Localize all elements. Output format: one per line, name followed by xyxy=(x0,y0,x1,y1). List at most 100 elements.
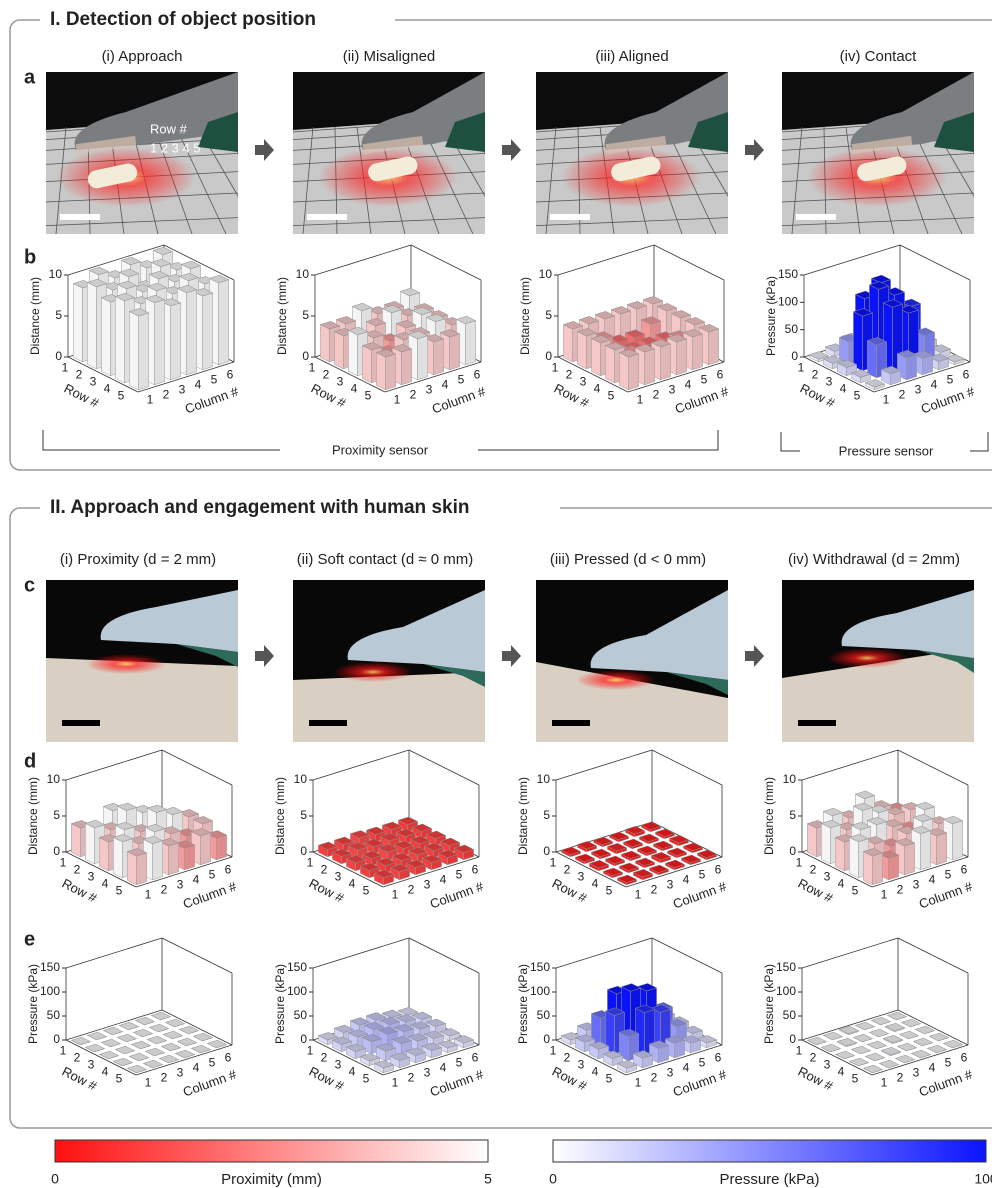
column-tick-label: 2 xyxy=(897,883,904,897)
z-tick-label: 150 xyxy=(776,960,796,974)
row-tick-label: 2 xyxy=(564,1051,571,1065)
z-axis-label: Distance (mm) xyxy=(518,277,532,355)
z-tick-label: 150 xyxy=(778,267,798,281)
bar-side xyxy=(334,332,343,369)
arrow xyxy=(745,139,764,161)
caption: (ii) Soft contact (d ≈ 0 mm) xyxy=(297,551,474,568)
box-edge xyxy=(898,1010,968,1045)
scale-bar xyxy=(309,720,347,726)
photo xyxy=(293,580,485,742)
photo-text: Row # xyxy=(150,121,188,136)
bar-side xyxy=(348,330,357,375)
caption: (iii) Pressed (d < 0 mm) xyxy=(550,551,706,568)
row-tick-label: 1 xyxy=(550,1044,557,1058)
panel-label: d xyxy=(24,750,36,772)
column-axis xyxy=(136,1045,232,1075)
bar-top xyxy=(855,1022,874,1030)
z-tick-label: 100 xyxy=(778,295,798,309)
bar-top xyxy=(179,1026,198,1034)
column-axis-label: Column # xyxy=(917,878,975,911)
row-tick-label: 5 xyxy=(854,389,861,403)
column-tick-label: 4 xyxy=(929,1061,936,1075)
bar-top xyxy=(175,1050,194,1058)
bar-top xyxy=(115,1046,134,1054)
bar-top xyxy=(927,1045,946,1053)
row-tick-label: 1 xyxy=(550,856,557,870)
column-tick-label: 4 xyxy=(685,378,692,392)
row-tick-label: 1 xyxy=(798,361,805,375)
column-tick-label: 1 xyxy=(635,1076,642,1090)
bar-top xyxy=(161,1043,180,1051)
column-tick-label: 5 xyxy=(458,373,465,387)
colorbar-min: 0 xyxy=(549,1171,557,1187)
column-tick-label: 1 xyxy=(394,393,401,407)
row-tick-label: 4 xyxy=(592,1065,599,1079)
box-edge xyxy=(556,938,652,968)
row-tick-label: 1 xyxy=(309,361,316,375)
column-tick-label: 3 xyxy=(426,383,433,397)
box-edge xyxy=(898,750,968,785)
panel-label: e xyxy=(24,928,35,950)
box-edge xyxy=(652,750,722,785)
column-tick-label: 3 xyxy=(424,1066,431,1080)
z-tick-label: 100 xyxy=(530,984,550,998)
column-tick-label: 4 xyxy=(931,378,938,392)
row-tick-label: 4 xyxy=(838,1065,845,1079)
box-edge xyxy=(162,1010,232,1045)
z-tick-label: 50 xyxy=(47,1008,61,1022)
caption: (i) Proximity (d = 2 mm) xyxy=(60,551,216,568)
row-tick-label: 4 xyxy=(102,877,109,891)
column-axis-label: Column # xyxy=(430,383,488,416)
row-tick-label: 1 xyxy=(552,361,559,375)
bar-side xyxy=(563,325,572,362)
colorbar-max: 100 xyxy=(974,1171,992,1187)
row-tick-label: 3 xyxy=(88,1058,95,1072)
column-tick-label: 6 xyxy=(472,863,479,877)
bar-side xyxy=(465,321,475,365)
column-tick-label: 6 xyxy=(227,368,234,382)
box-edge xyxy=(411,245,481,280)
z-tick-label: 5 xyxy=(300,808,307,822)
grid-line xyxy=(758,127,780,234)
z-tick-label: 100 xyxy=(287,984,307,998)
box-edge xyxy=(162,750,232,785)
row-tick-label: 5 xyxy=(608,389,615,403)
group-label: Pressure sensor xyxy=(839,443,934,458)
bar-top xyxy=(99,1051,118,1059)
panel-label: a xyxy=(24,66,36,88)
bar-side xyxy=(113,837,122,877)
column-tick-label: 2 xyxy=(651,883,658,897)
column-tick-label: 1 xyxy=(637,393,644,407)
caption: (ii) Misaligned xyxy=(343,48,436,65)
z-tick-label: 5 xyxy=(55,308,62,322)
column-tick-label: 5 xyxy=(209,1056,216,1070)
row-tick-label: 2 xyxy=(810,863,817,877)
row-tick-label: 5 xyxy=(365,389,372,403)
arrow xyxy=(255,139,274,161)
caption: (iv) Contact xyxy=(840,48,918,65)
column-tick-label: 6 xyxy=(715,1051,722,1065)
z-axis-label: Pressure (kPa) xyxy=(764,276,778,356)
column-tick-label: 2 xyxy=(161,883,168,897)
row-tick-label: 2 xyxy=(323,368,330,382)
column-tick-label: 3 xyxy=(913,878,920,892)
column-tick-label: 6 xyxy=(717,368,724,382)
bar-top xyxy=(131,1041,150,1049)
bar-top xyxy=(149,1024,168,1032)
bar-side xyxy=(920,831,930,870)
bar-side xyxy=(708,329,718,365)
bar-top xyxy=(177,1038,196,1046)
row-tick-label: 4 xyxy=(592,877,599,891)
column-tick-label: 5 xyxy=(945,868,952,882)
bar-top xyxy=(129,1053,148,1061)
z-tick-label: 150 xyxy=(40,960,60,974)
bar-top xyxy=(821,1044,840,1052)
bar-side xyxy=(154,300,164,385)
bar-side xyxy=(936,833,946,865)
bar-side xyxy=(591,339,600,376)
column-axis-label: Column # xyxy=(919,383,977,416)
grid-line xyxy=(293,245,485,252)
bar-top xyxy=(911,1050,930,1058)
z-tick-label: 5 xyxy=(53,808,60,822)
bar-top xyxy=(823,1032,842,1040)
